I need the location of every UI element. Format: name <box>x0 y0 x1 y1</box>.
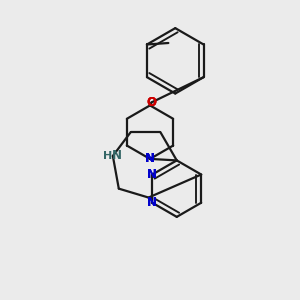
Text: O: O <box>146 96 157 109</box>
Text: N: N <box>147 196 157 209</box>
Text: H: H <box>103 151 112 161</box>
Text: N: N <box>111 149 122 162</box>
Text: N: N <box>145 152 155 165</box>
Text: N: N <box>147 168 157 181</box>
Text: N: N <box>145 152 155 165</box>
Text: N: N <box>147 196 157 209</box>
Text: O: O <box>146 96 157 109</box>
Text: N: N <box>147 168 157 181</box>
Text: O: O <box>146 96 157 109</box>
Text: N: N <box>145 152 155 165</box>
